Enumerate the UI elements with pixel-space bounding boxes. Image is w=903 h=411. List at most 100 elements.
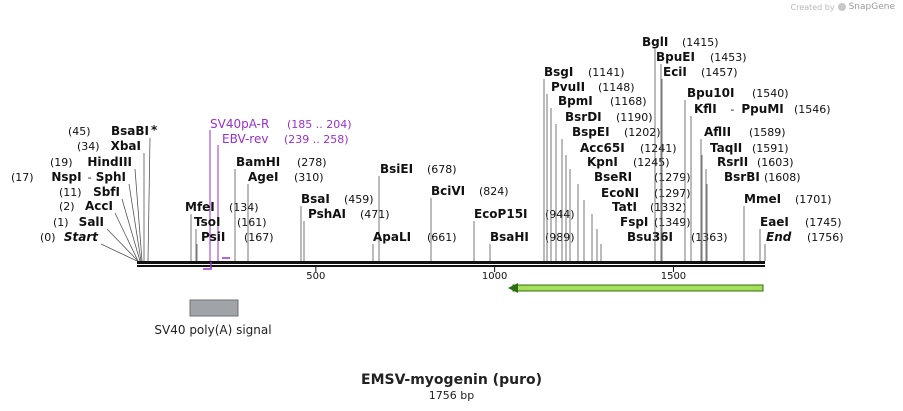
site-bsabi-name: BsaBI (111, 124, 149, 138)
site-bcivi-name: BciVI (431, 184, 465, 198)
site-agei-name: AgeI (248, 170, 278, 184)
site-kfli-name: KflI (694, 102, 717, 116)
site-bsrdi-position: (1190) (616, 111, 653, 124)
site-kfli-alt-name: PpuMI (741, 102, 783, 116)
primer-label-sv40pa-r: SV40pA-R (210, 117, 269, 131)
site-bsiei-position: (678) (427, 163, 457, 176)
site-bsabi-leader (147, 137, 151, 262)
site-acci-name: AccI (85, 199, 113, 213)
credit-prefix: Created by (790, 2, 835, 12)
site-fspi-position: (1349) (654, 216, 691, 229)
site-acci-position: (2) (59, 200, 75, 213)
site-mmei-position: (1701) (795, 193, 832, 206)
site-sali-leader (106, 228, 139, 262)
site-bsrdi-name: BsrDI (565, 110, 602, 124)
site-sbfi-leader (121, 198, 141, 262)
site-econi-position: (1297) (654, 187, 691, 200)
site-bsabi-mark: * (151, 123, 158, 137)
site-ecii-name: EciI (663, 65, 687, 79)
sv40-polya-feature-box (189, 299, 239, 317)
site-hindiii-leader (134, 168, 143, 262)
site-taqii-name: TaqII (710, 141, 742, 155)
site-eaei-position: (1745) (805, 216, 842, 229)
site-end-position: (1756) (807, 231, 844, 244)
site-bgli-name: BglI (642, 35, 668, 49)
site-bpmi-position: (1168) (610, 95, 647, 108)
site-bsahi-position: (989) (545, 231, 575, 244)
site-xbai-position: (34) (77, 140, 100, 153)
site-pshai-position: (471) (360, 208, 390, 221)
site-bsu36i-name: Bsu36I (627, 230, 673, 244)
site-eaei-name: EaeI (760, 215, 789, 229)
site-bpuei-position: (1453) (710, 51, 747, 64)
site-acci-leader (114, 212, 139, 262)
site-hindiii-position: (19) (50, 156, 73, 169)
site-psii-name: PsiI (201, 230, 225, 244)
site-aflii-position: (1589) (749, 126, 786, 139)
site-apali-name: ApaLI (373, 230, 411, 244)
site-bsai-name: BsaI (301, 192, 330, 206)
site-bsgi-position: (1141) (588, 66, 625, 79)
site-ecop15i-position: (944) (545, 208, 575, 221)
site-apali-position: (661) (427, 231, 457, 244)
site-bsrbi-position: (1608) (764, 171, 801, 184)
site-tsoi-name: TsoI (194, 215, 220, 229)
site-sbfi-position: (11) (59, 186, 82, 199)
site-pvuii-name: PvuII (551, 80, 585, 94)
site-nspi-position: (17) (11, 171, 34, 184)
site-bspei-name: BspEI (572, 125, 610, 139)
site-fspi-name: FspI (620, 215, 648, 229)
site-tati-position: (1332) (650, 201, 687, 214)
orf-arrow-body (512, 284, 764, 292)
site-rsrii-name: RsrII (717, 155, 748, 169)
site-acc65i-position: (1241) (640, 142, 677, 155)
ruler-tick-label: 500 (306, 271, 325, 282)
primer-label-ebv-rev: EBV-rev (222, 132, 268, 146)
backbone-strand-bottom (137, 265, 765, 267)
site-nspi-name: NspI (51, 170, 81, 184)
site-nspi-alt-name: SphI (96, 170, 126, 184)
site-bseri-name: BseRI (594, 170, 632, 184)
site-bamhi-position: (278) (297, 156, 327, 169)
site-kpni-position: (1245) (633, 156, 670, 169)
map-length: 1756 bp (428, 389, 475, 402)
site-taqii-position: (1591) (752, 142, 789, 155)
ruler-tick-label: 1500 (661, 271, 686, 282)
site-xbai-name: XbaI (111, 139, 141, 153)
site-mfei-position: (134) (229, 201, 259, 214)
site-econi-name: EcoNI (601, 186, 639, 200)
site-bamhi-name: BamHI (236, 155, 280, 169)
site-agei-position: (310) (294, 171, 324, 184)
site-bspei-position: (1202) (624, 126, 661, 139)
site-bsiei-name: BsiEI (380, 162, 413, 176)
site-bpu10i-name: Bpu10I (687, 86, 734, 100)
site-hindiii-name: HindIII (87, 155, 132, 169)
site-start-position: (0) (40, 231, 56, 244)
site-bsgi-name: BsgI (544, 65, 573, 79)
snapgene-logo-icon (837, 3, 846, 11)
primer-range-sv40pa-r: (185 .. 204) (287, 118, 352, 131)
site-sali-position: (1) (53, 216, 69, 229)
site-aflii-name: AflII (704, 125, 731, 139)
site-end-name: End (766, 230, 792, 244)
primer-mark-sv40pa-r (203, 262, 212, 270)
site-psii-position: (167) (244, 231, 274, 244)
site-bsu36i-position: (1363) (691, 231, 728, 244)
site-nspi-leader (128, 183, 142, 262)
site-bpu10i-position: (1540) (752, 87, 789, 100)
site-tati-name: TatI (612, 200, 637, 214)
site-nspi-separator: - (88, 171, 92, 184)
sv40-polya-feature-label: SV40 poly(A) signal (154, 323, 271, 337)
created-by-credit: Created by SnapGene (791, 2, 895, 12)
site-sbfi-name: SbfI (93, 185, 120, 199)
site-kfli-position: (1546) (794, 103, 831, 116)
site-mmei-name: MmeI (744, 192, 781, 206)
primer-range-ebv-rev: (239 .. 258) (284, 133, 349, 146)
site-bgli-position: (1415) (682, 36, 719, 49)
site-bsrbi-name: BsrBI (724, 170, 760, 184)
orf-arrow-head (508, 283, 518, 293)
site-pshai-name: PshAI (308, 207, 346, 221)
backbone-strand-top (137, 261, 765, 264)
site-sali-name: SalI (79, 215, 104, 229)
